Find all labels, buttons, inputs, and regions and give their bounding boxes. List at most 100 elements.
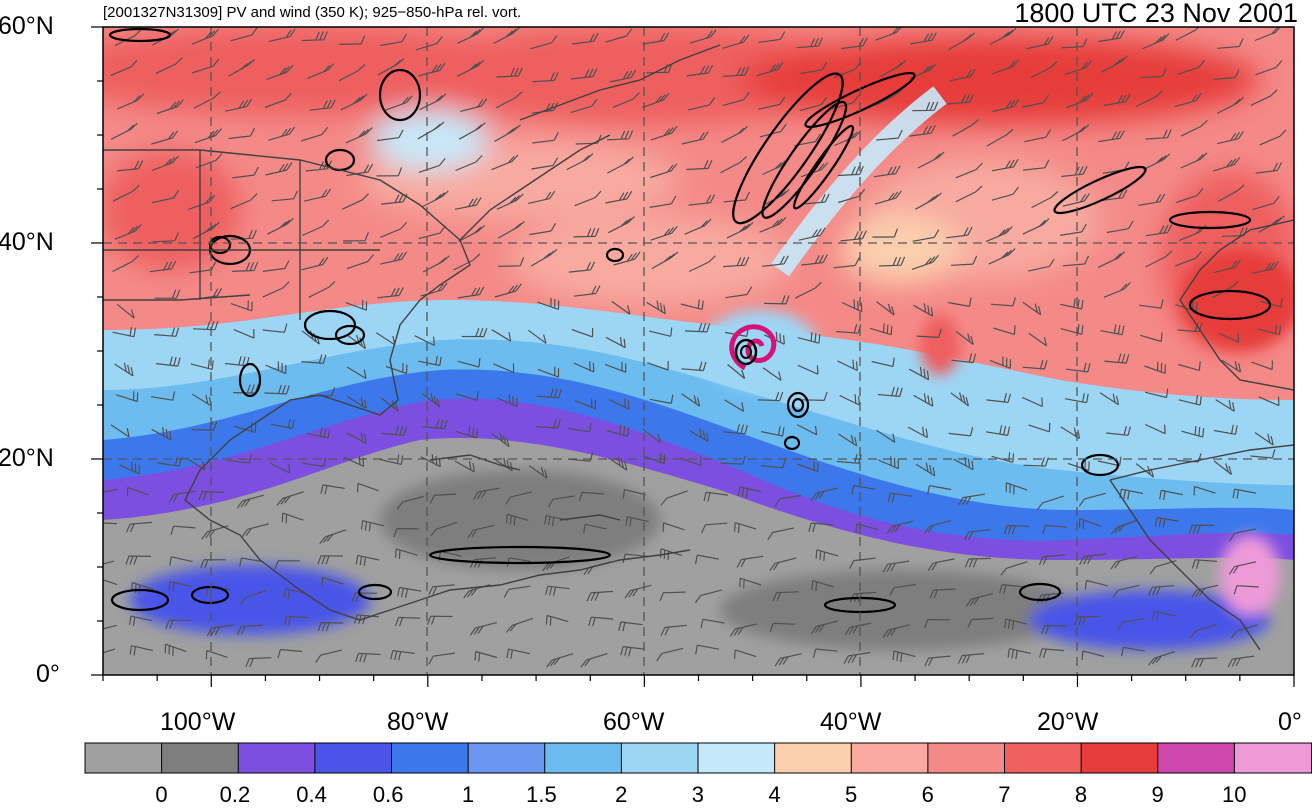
wind-barb: [839, 394, 860, 406]
cyclone-center-marker: [729, 324, 777, 371]
wind-barb: [681, 393, 701, 407]
wind-barb: [573, 361, 595, 373]
wind-barb: [262, 323, 288, 333]
wind-barb: [811, 487, 839, 501]
wind-barb: [1189, 623, 1217, 639]
wind-barb: [796, 37, 823, 49]
wind-barb: [802, 391, 828, 401]
wind-barb: [659, 591, 686, 602]
wind-barb: [1180, 152, 1208, 169]
wind-barb: [505, 491, 533, 505]
wind-barb: [119, 461, 141, 475]
wind-barb: [578, 491, 605, 502]
wind-barb: [117, 93, 145, 110]
colorbar-swatch: [1233, 742, 1312, 774]
wind-barb: [381, 425, 407, 436]
colorbar-label: 1: [461, 782, 475, 807]
wind-barb: [1067, 460, 1090, 472]
wind-barb: [796, 424, 818, 436]
wind-barb: [264, 92, 292, 109]
colorbar-label: 3: [691, 782, 705, 807]
wind-barb: [112, 184, 140, 202]
wind-barb: [1060, 298, 1084, 310]
wind-barb: [420, 454, 441, 468]
wind-barb: [381, 193, 408, 205]
wind-barb: [1178, 361, 1201, 371]
wind-barb: [649, 394, 674, 404]
wind-barb: [309, 99, 336, 111]
wind-barb: [1022, 218, 1050, 235]
wind-barb: [191, 28, 219, 45]
colorbar-swatch: [1004, 742, 1083, 774]
wind-barb: [1259, 129, 1287, 146]
wind-barb: [281, 512, 304, 524]
wind-barb: [1066, 362, 1091, 373]
wind-barb: [679, 456, 702, 466]
wind-barb: [723, 256, 750, 268]
wind-barb: [680, 299, 704, 310]
wind-barb: [1031, 191, 1059, 209]
wind-barb: [276, 491, 304, 506]
wind-barb: [110, 59, 138, 77]
wind-barb: [834, 130, 862, 147]
wind-barb: [1176, 188, 1204, 204]
wind-barb: [774, 653, 802, 667]
wind-barb: [544, 515, 568, 527]
wind-barb: [1135, 90, 1163, 108]
wind-barb: [422, 419, 448, 430]
wind-barb: [651, 251, 679, 270]
wind-barb: [844, 622, 872, 636]
wind-barb: [695, 644, 720, 655]
wind-barb: [625, 516, 649, 527]
wind-barb: [300, 126, 329, 142]
colorbar-label: 5: [845, 782, 858, 807]
wind-barb: [532, 132, 559, 144]
wind-barb: [892, 650, 916, 663]
wind-barb: [264, 384, 290, 395]
wind-barb: [129, 615, 153, 626]
wind-barb: [461, 327, 488, 338]
colorbar-label: 0: [155, 782, 168, 807]
wind-barb: [739, 577, 762, 589]
wind-barb: [684, 322, 711, 333]
wind-barb: [841, 299, 863, 313]
wind-barb: [913, 303, 934, 317]
wind-barb: [1227, 655, 1255, 668]
wind-barb: [342, 193, 370, 210]
wind-barb: [418, 355, 442, 367]
wind-barb: [734, 649, 757, 659]
wind-barb: [380, 33, 408, 47]
wind-barb: [605, 28, 633, 43]
wind-barb: [1217, 184, 1245, 202]
wind-barb: [1030, 61, 1058, 79]
wind-barb: [811, 580, 835, 591]
wind-barb: [262, 260, 290, 272]
wind-barb: [103, 648, 116, 654]
wind-barb: [536, 388, 562, 399]
wind-barb: [722, 34, 750, 49]
wind-barb: [457, 27, 485, 44]
wind-barb: [1250, 449, 1276, 459]
wind-barb: [917, 151, 945, 169]
wind-barb: [1191, 584, 1219, 598]
wind-barb: [233, 422, 257, 433]
wind-barb: [887, 492, 913, 503]
wind-barb: [306, 63, 335, 79]
wind-barb: [837, 359, 858, 372]
wind-barb: [924, 655, 951, 667]
wind-barb: [688, 428, 709, 443]
wind-barb: [150, 130, 179, 145]
wind-barb: [1251, 360, 1273, 371]
wind-barb: [992, 59, 1020, 75]
wind-barb: [192, 221, 220, 240]
wind-barb: [380, 251, 408, 265]
wind-barb: [986, 128, 1014, 147]
colorbar-label: 0.4: [296, 782, 327, 807]
wind-barb: [154, 327, 180, 337]
wind-barb: [571, 327, 594, 338]
wind-barb: [103, 488, 118, 493]
wind-barb: [274, 560, 301, 570]
wind-barb: [688, 255, 716, 273]
wind-barb: [1060, 324, 1084, 335]
wind-barb: [1213, 424, 1238, 435]
